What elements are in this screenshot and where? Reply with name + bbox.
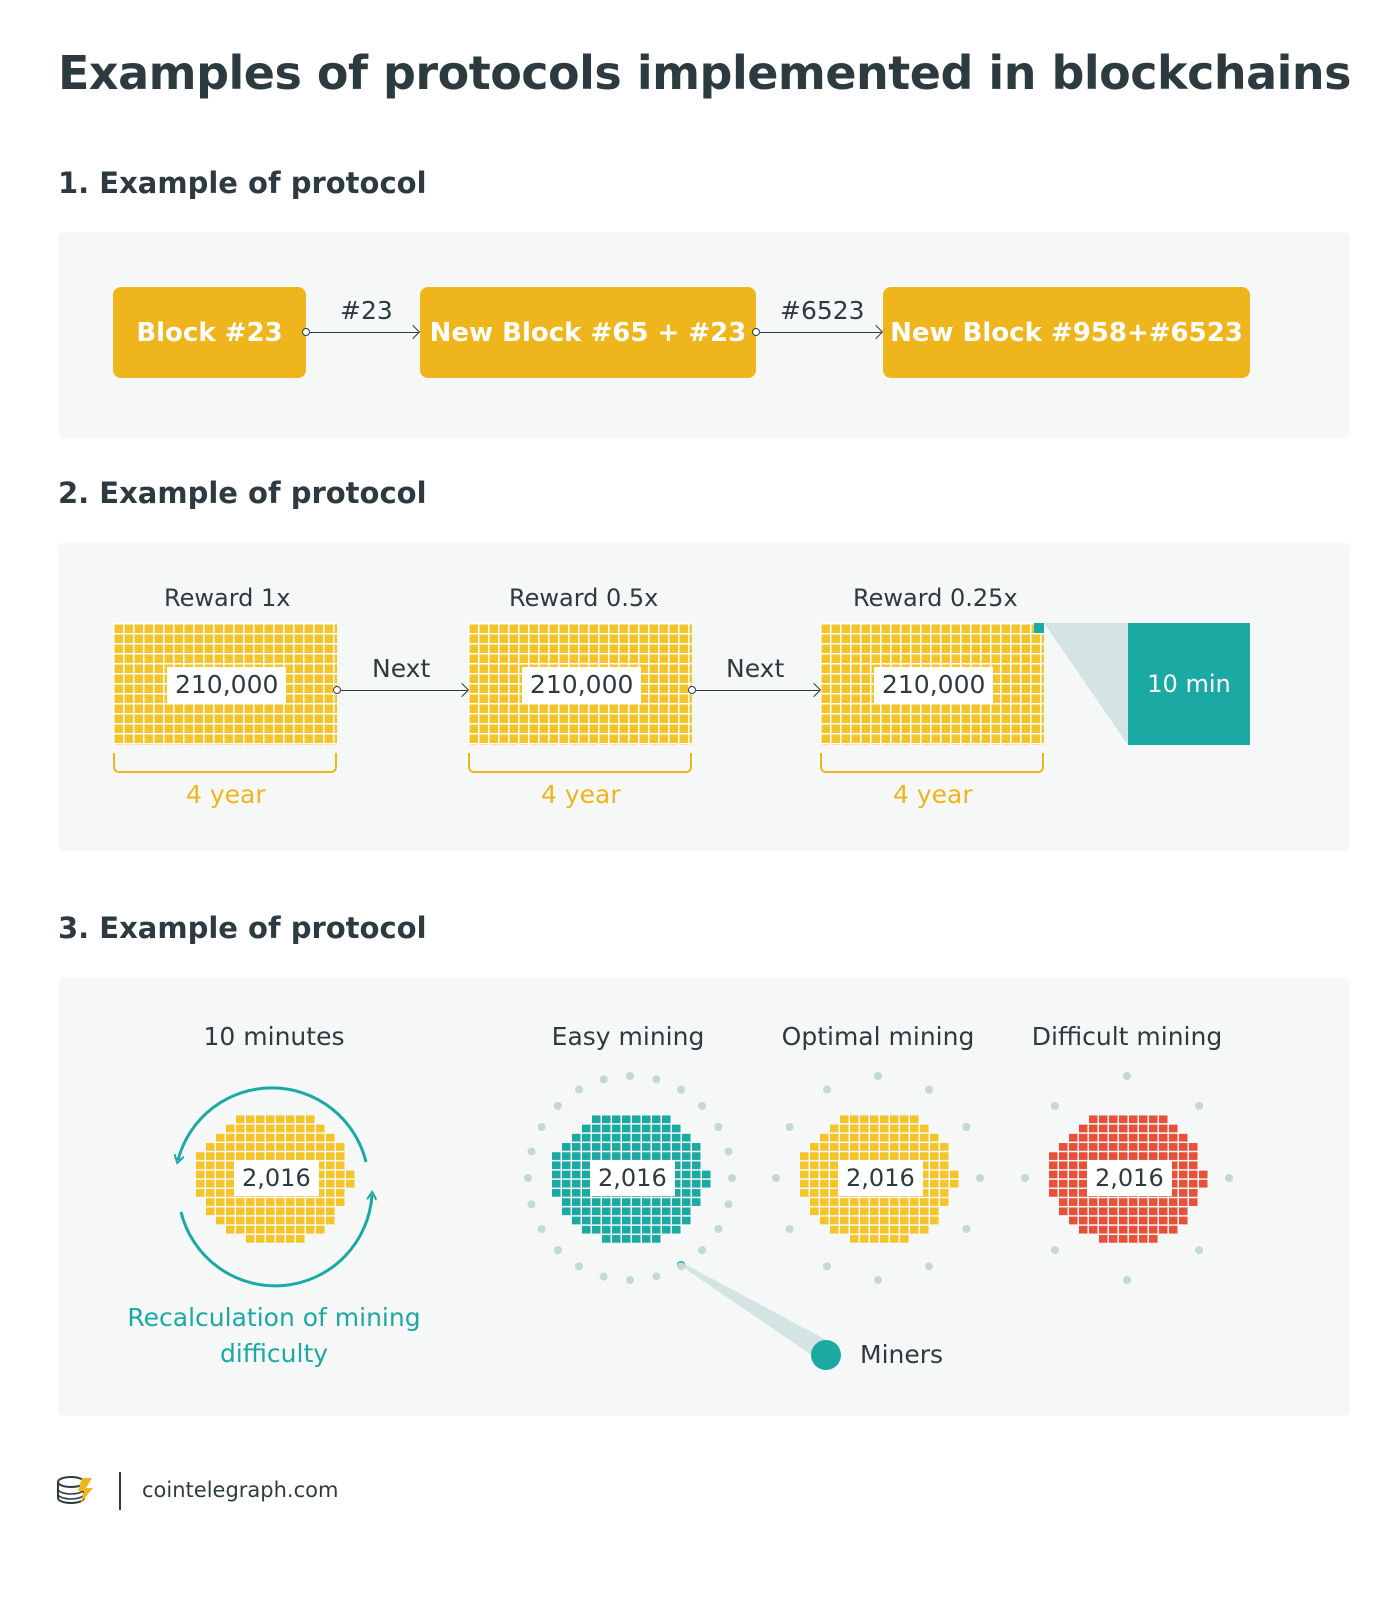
section-3-title: 3. Example of protocol bbox=[58, 911, 427, 945]
difficult-block-circle bbox=[1049, 1115, 1208, 1243]
miner-dot bbox=[626, 1276, 634, 1284]
miner-dot bbox=[599, 1075, 608, 1084]
miner-dot bbox=[714, 1225, 723, 1233]
miner-dot bbox=[652, 1272, 661, 1281]
block-time-box: 10 min bbox=[1128, 623, 1250, 745]
miner-dot bbox=[823, 1262, 831, 1271]
section-3-panel bbox=[58, 978, 1350, 1416]
miners-label: Miners bbox=[860, 1340, 944, 1369]
arrow-2-label: #6523 bbox=[780, 296, 865, 325]
miner-dot bbox=[599, 1272, 608, 1281]
miner-dot bbox=[1021, 1174, 1029, 1182]
miner-dot bbox=[1123, 1072, 1131, 1080]
miner-dot bbox=[724, 1147, 733, 1156]
footer-divider bbox=[119, 1472, 121, 1510]
recalculation-caption-line-2: difficulty bbox=[219, 1339, 329, 1368]
section-2-title: 2. Example of protocol bbox=[58, 476, 427, 510]
cycle-time-label: 10 minutes bbox=[203, 1022, 345, 1051]
miner-dot bbox=[772, 1174, 780, 1182]
miner-dot bbox=[652, 1075, 661, 1084]
single-block-highlight bbox=[1034, 623, 1044, 633]
next-label-1: Next bbox=[372, 654, 431, 683]
miner-dot bbox=[1195, 1101, 1204, 1110]
cycle-block-circle bbox=[196, 1115, 355, 1243]
miner-dot bbox=[785, 1123, 794, 1131]
period-label-2: 4 year bbox=[541, 780, 621, 809]
new-block-65: New Block #65 + #23 bbox=[420, 287, 756, 378]
page-title: Examples of protocols implemented in blo… bbox=[58, 46, 1352, 100]
miner-dot bbox=[728, 1174, 736, 1182]
miner-dot bbox=[1050, 1246, 1059, 1255]
block-grid-2 bbox=[468, 623, 692, 745]
zoom-wedge bbox=[1044, 623, 1128, 745]
period-brace-2 bbox=[468, 753, 692, 773]
reward-label-2: Reward 0.5x bbox=[509, 584, 659, 612]
easy-mining-label: Easy mining bbox=[551, 1022, 705, 1051]
miner-dot bbox=[1225, 1174, 1233, 1182]
cycle-block-count: 2,016 bbox=[234, 1160, 319, 1196]
difficult-miner-dots bbox=[1021, 1072, 1233, 1284]
recalculation-caption: Recalculation of mining difficulty bbox=[114, 1300, 434, 1372]
block-count-2: 210,000 bbox=[522, 667, 642, 703]
cycle-arrow-top bbox=[178, 1086, 368, 1162]
miner-dot bbox=[575, 1262, 583, 1271]
optimal-miner-dots bbox=[772, 1072, 984, 1284]
miner-dot bbox=[553, 1246, 562, 1255]
miner-dot bbox=[962, 1123, 971, 1131]
miners-legend-dot bbox=[811, 1340, 841, 1370]
miner-dot bbox=[527, 1200, 536, 1209]
miner-dot bbox=[714, 1123, 723, 1131]
period-label-1: 4 year bbox=[186, 780, 266, 809]
miner-dot bbox=[874, 1276, 882, 1284]
miner-dot bbox=[823, 1085, 831, 1094]
period-brace-3 bbox=[820, 753, 1044, 773]
miner-dot bbox=[626, 1072, 634, 1080]
miner-dot bbox=[537, 1225, 546, 1233]
miner-dot bbox=[524, 1174, 532, 1182]
miner-dot bbox=[677, 1085, 685, 1094]
miner-dot bbox=[785, 1225, 794, 1233]
block-count-3: 210,000 bbox=[874, 667, 994, 703]
footer-site: cointelegraph.com bbox=[142, 1478, 339, 1502]
period-brace-1 bbox=[113, 753, 337, 773]
miner-dot bbox=[976, 1174, 984, 1182]
difficult-block-count: 2,016 bbox=[1087, 1160, 1172, 1196]
miner-dot bbox=[537, 1123, 546, 1131]
miner-dot bbox=[724, 1200, 733, 1209]
reward-label-1: Reward 1x bbox=[164, 584, 291, 612]
period-label-3: 4 year bbox=[893, 780, 973, 809]
reward-label-3: Reward 0.25x bbox=[853, 584, 1018, 612]
recalculation-caption-line-1: Recalculation of mining bbox=[127, 1303, 421, 1332]
section-1-title: 1. Example of protocol bbox=[58, 166, 427, 200]
easy-miner-dots bbox=[524, 1072, 736, 1284]
difficult-mining-label: Difficult mining bbox=[1031, 1022, 1223, 1051]
cointelegraph-logo-icon bbox=[57, 1476, 93, 1504]
miner-dot bbox=[677, 1262, 685, 1271]
next-label-2: Next bbox=[726, 654, 785, 683]
miner-dot bbox=[575, 1085, 583, 1094]
miners-pointer bbox=[681, 1262, 830, 1362]
block-grid-3 bbox=[820, 623, 1044, 745]
miner-dot bbox=[553, 1101, 562, 1110]
miner-dot bbox=[1050, 1101, 1059, 1110]
block-count-1: 210,000 bbox=[167, 667, 287, 703]
miner-dot bbox=[527, 1147, 536, 1156]
miner-dot bbox=[1123, 1276, 1131, 1284]
easy-block-count: 2,016 bbox=[590, 1160, 675, 1196]
new-block-958: New Block #958+#6523 bbox=[883, 287, 1250, 378]
miner-dot bbox=[698, 1246, 707, 1255]
optimal-mining-label: Optimal mining bbox=[781, 1022, 975, 1051]
miner-dot bbox=[962, 1225, 971, 1233]
cycle-arrow-bottom bbox=[179, 1195, 372, 1288]
block-23: Block #23 bbox=[113, 287, 306, 378]
miner-dot bbox=[925, 1085, 933, 1094]
miner-dot bbox=[925, 1262, 933, 1271]
arrow-1-label: #23 bbox=[340, 296, 393, 325]
miner-dot bbox=[874, 1072, 882, 1080]
miner-dot bbox=[1195, 1246, 1204, 1255]
optimal-block-count: 2,016 bbox=[838, 1160, 923, 1196]
miner-dot bbox=[698, 1101, 707, 1110]
